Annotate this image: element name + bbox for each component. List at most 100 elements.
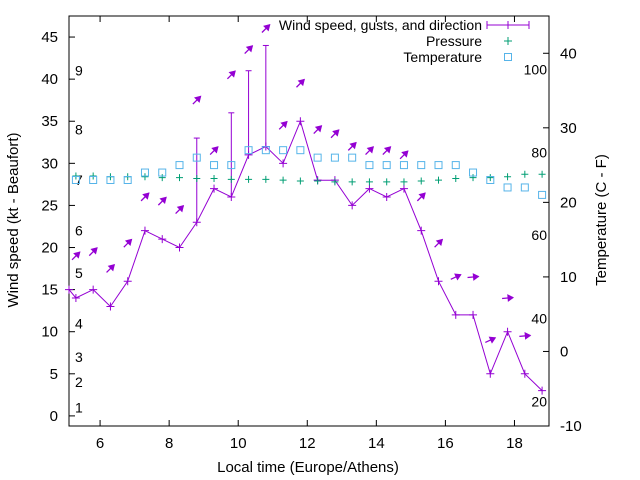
beaufort-label: 1 bbox=[75, 399, 83, 415]
y-tick-label: 30 bbox=[41, 155, 58, 172]
wind-direction-arrow bbox=[140, 192, 150, 202]
fahrenheit-labels: 20 40 60 80 100 bbox=[524, 62, 548, 410]
pressure-point bbox=[400, 178, 408, 186]
temperature-point bbox=[106, 176, 115, 184]
bottom-axis-tick-labels: 6 8 10 12 14 16 18 bbox=[96, 435, 523, 452]
x-tick-label: 6 bbox=[96, 435, 104, 452]
y2-tick-label: 30 bbox=[560, 120, 577, 137]
wind-arrow-head bbox=[228, 70, 236, 78]
wind-speed-point bbox=[486, 369, 495, 378]
beaufort-label: 2 bbox=[75, 374, 83, 390]
pressure-point bbox=[141, 173, 149, 181]
pressure-series bbox=[72, 170, 546, 186]
fahrenheit-label: 40 bbox=[531, 311, 547, 327]
y2-tick-label: 40 bbox=[560, 45, 577, 62]
wind-direction-arrow bbox=[330, 129, 340, 139]
temperature-point bbox=[313, 153, 322, 162]
pressure-point bbox=[245, 175, 253, 183]
wind-speed-point bbox=[451, 310, 460, 319]
x-tick-label: 18 bbox=[506, 435, 523, 452]
fahrenheit-label: 100 bbox=[524, 62, 548, 78]
temperature-point bbox=[261, 146, 270, 155]
wind-arrow-head bbox=[314, 125, 323, 133]
y2-tick-label: 0 bbox=[560, 343, 568, 360]
wind-speed-point bbox=[140, 226, 149, 235]
wind-speed-point bbox=[399, 184, 408, 193]
wind-direction-arrow bbox=[88, 247, 98, 257]
pressure-point bbox=[504, 173, 512, 181]
pressure-point bbox=[331, 178, 339, 186]
wind-arrow-head bbox=[488, 336, 497, 344]
wind-direction-arrow bbox=[519, 332, 532, 340]
wind-direction-arrow bbox=[485, 336, 497, 344]
wind-direction-arrow bbox=[467, 273, 480, 281]
pressure-point bbox=[296, 177, 304, 185]
legend-swatch-wind-marker bbox=[504, 21, 512, 29]
y-axis-title: Wind speed (kt - Beaufort) bbox=[5, 132, 22, 307]
wind-arrow-head bbox=[263, 24, 271, 32]
right-axis-tick-labels: -10 0 10 20 30 40 bbox=[560, 45, 582, 435]
wind-speed-point bbox=[106, 302, 115, 311]
x-axis-title: Local time (Europe/Athens) bbox=[217, 459, 399, 476]
wind-direction-arrow bbox=[106, 263, 116, 273]
wind-direction-arrow bbox=[71, 251, 81, 261]
pressure-point bbox=[89, 172, 97, 180]
legend-label-wind: Wind speed, gusts, and direction bbox=[279, 17, 482, 33]
temperature-point bbox=[158, 168, 167, 177]
wind-direction-arrow bbox=[502, 294, 515, 302]
y2-tick-label: 20 bbox=[560, 194, 577, 211]
fahrenheit-label: 20 bbox=[531, 393, 547, 409]
wind-arrow-head bbox=[332, 129, 340, 137]
wind-direction-arrow bbox=[226, 70, 236, 80]
wind-direction-arrow bbox=[365, 146, 375, 156]
x-tick-label: 8 bbox=[165, 435, 173, 452]
y-tick-label: 15 bbox=[41, 282, 58, 299]
wind-direction-arrow bbox=[123, 238, 133, 248]
temperature-point bbox=[365, 161, 374, 170]
wind-arrow-head bbox=[349, 141, 357, 150]
wind-arrow-head bbox=[524, 332, 532, 340]
wind-speed-point bbox=[434, 277, 443, 286]
wind-arrow-head bbox=[194, 95, 202, 103]
beaufort-label: 4 bbox=[75, 315, 83, 331]
wind-arrow-head bbox=[159, 196, 167, 204]
temperature-point bbox=[296, 146, 305, 155]
wind-speed-point bbox=[244, 150, 253, 159]
legend: Wind speed, gusts, and direction Pressur… bbox=[279, 17, 530, 65]
pressure-point bbox=[279, 176, 287, 184]
y-tick-label: 45 bbox=[41, 29, 58, 46]
x-tick-label: 14 bbox=[368, 435, 385, 452]
wind-direction-arrow bbox=[244, 45, 254, 55]
temperature-point bbox=[417, 161, 426, 170]
temperature-point bbox=[382, 161, 391, 170]
wind-arrow-head bbox=[454, 273, 462, 281]
wind-speed-point bbox=[365, 184, 374, 193]
wind-arrow-head bbox=[401, 150, 409, 158]
x-tick-label: 12 bbox=[299, 435, 316, 452]
wind-speed-point bbox=[210, 184, 219, 193]
y2-tick-label: -10 bbox=[560, 418, 582, 435]
wind-direction-arrow bbox=[278, 120, 288, 130]
y-tick-label: 40 bbox=[41, 71, 58, 88]
y-tick-label: 0 bbox=[50, 408, 58, 425]
pressure-point bbox=[72, 172, 80, 180]
wind-speed-point bbox=[158, 235, 167, 244]
wind-arrow-head bbox=[176, 205, 185, 213]
pressure-point bbox=[365, 178, 373, 186]
wind-arrow-head bbox=[418, 192, 426, 200]
wind-direction-arrow bbox=[434, 238, 444, 248]
wind-arrow-head bbox=[507, 294, 515, 302]
x-tick-label: 10 bbox=[230, 435, 247, 452]
wind-speed-point bbox=[503, 327, 512, 336]
pressure-point bbox=[383, 178, 391, 186]
temperature-series bbox=[71, 146, 547, 199]
y-tick-label: 5 bbox=[50, 366, 58, 383]
wind-speed-point bbox=[520, 369, 529, 378]
wind-arrow-head bbox=[297, 78, 305, 87]
legend-label-pressure: Pressure bbox=[426, 33, 482, 49]
y-tick-label: 20 bbox=[41, 240, 58, 257]
wind-speed-point bbox=[296, 117, 305, 126]
wind-direction-arrows bbox=[71, 24, 532, 344]
